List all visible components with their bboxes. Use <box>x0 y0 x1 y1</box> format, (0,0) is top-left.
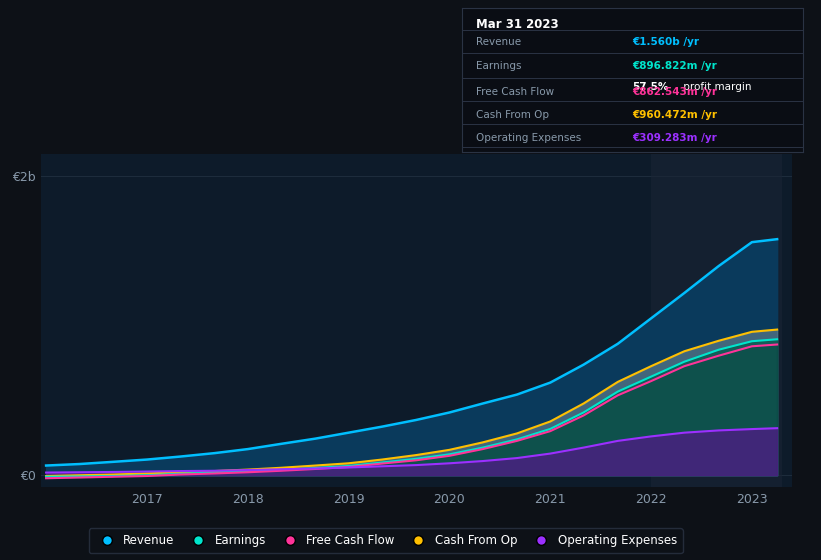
Text: Mar 31 2023: Mar 31 2023 <box>476 18 558 31</box>
Text: €1.560b /yr: €1.560b /yr <box>632 37 699 46</box>
Text: Free Cash Flow: Free Cash Flow <box>476 87 554 96</box>
Legend: Revenue, Earnings, Free Cash Flow, Cash From Op, Operating Expenses: Revenue, Earnings, Free Cash Flow, Cash … <box>89 528 682 553</box>
Text: €960.472m /yr: €960.472m /yr <box>632 110 718 120</box>
Text: €896.822m /yr: €896.822m /yr <box>632 61 718 71</box>
Text: Cash From Op: Cash From Op <box>476 110 549 120</box>
Text: profit margin: profit margin <box>681 82 752 92</box>
Text: €862.543m /yr: €862.543m /yr <box>632 87 718 96</box>
Text: €309.283m /yr: €309.283m /yr <box>632 133 718 143</box>
Text: Operating Expenses: Operating Expenses <box>476 133 581 143</box>
Bar <box>651 154 782 487</box>
Text: Revenue: Revenue <box>476 37 521 46</box>
Text: Earnings: Earnings <box>476 61 521 71</box>
Text: 57.5%: 57.5% <box>632 82 669 92</box>
